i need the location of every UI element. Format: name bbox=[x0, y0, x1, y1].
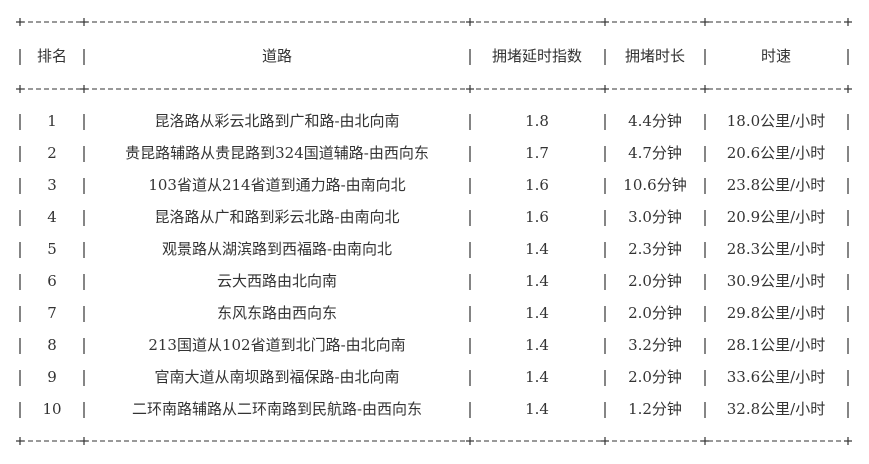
table-cell: 1.8 bbox=[525, 112, 549, 130]
table-cell: 5 bbox=[47, 240, 57, 258]
header-cell: 拥堵时长 bbox=[625, 47, 685, 65]
table-cell: 1.6 bbox=[525, 208, 549, 226]
table-cell: 30.9公里/小时 bbox=[727, 272, 825, 290]
table-cell: 20.9公里/小时 bbox=[727, 208, 825, 226]
table-cell: 3.2分钟 bbox=[628, 336, 682, 354]
table-cell: 4.4分钟 bbox=[628, 112, 682, 130]
table-cell: 6 bbox=[47, 272, 57, 290]
table-cell: 4 bbox=[47, 208, 57, 226]
table-cell: 1.4 bbox=[525, 400, 549, 418]
table-cell: 32.8公里/小时 bbox=[727, 400, 825, 418]
table-cell: 29.8公里/小时 bbox=[727, 304, 825, 322]
table-cell: 33.6公里/小时 bbox=[727, 368, 825, 386]
table-cell: 7 bbox=[47, 304, 57, 322]
table-cell: 213国道从102省道到北门路-由北向南 bbox=[148, 336, 405, 354]
table-cell: 8 bbox=[47, 336, 57, 354]
table-cell: 9 bbox=[47, 368, 57, 386]
header-cell: 拥堵延时指数 bbox=[492, 47, 582, 65]
table-cell: 1.4 bbox=[525, 368, 549, 386]
table-cell: 1.2分钟 bbox=[628, 400, 682, 418]
header-cell: 排名 bbox=[37, 47, 67, 65]
table-cell: 28.3公里/小时 bbox=[727, 240, 825, 258]
table-cell: 2.0分钟 bbox=[628, 272, 682, 290]
table-cell: 10.6分钟 bbox=[623, 176, 686, 194]
table-cell: 1.4 bbox=[525, 336, 549, 354]
table-cell: 23.8公里/小时 bbox=[727, 176, 825, 194]
table-cell: 3 bbox=[47, 176, 57, 194]
table-cell: 贵昆路辅路从贵昆路到324国道辅路-由西向东 bbox=[125, 144, 429, 162]
table-cell: 1.7 bbox=[525, 144, 549, 162]
table-cell: 昆洛路从广和路到彩云北路-由南向北 bbox=[154, 208, 399, 226]
table-cell: 103省道从214省道到通力路-由南向北 bbox=[148, 176, 405, 194]
table-cell: 昆洛路从彩云北路到广和路-由北向南 bbox=[154, 112, 399, 130]
table-cell: 28.1公里/小时 bbox=[727, 336, 825, 354]
table-cell: 东风东路由西向东 bbox=[217, 304, 337, 322]
table-cell: 1.6 bbox=[525, 176, 549, 194]
table-cell: 1 bbox=[47, 112, 57, 130]
table-cell: 18.0公里/小时 bbox=[727, 112, 825, 130]
table-cell: 观景路从湖滨路到西福路-由南向北 bbox=[162, 240, 392, 258]
table-cell: 官南大道从南坝路到福保路-由北向南 bbox=[154, 368, 399, 386]
table-cell: 2.0分钟 bbox=[628, 368, 682, 386]
table-cell: 1.4 bbox=[525, 272, 549, 290]
table-cell: 1.4 bbox=[525, 240, 549, 258]
table-cell: 1.4 bbox=[525, 304, 549, 322]
table-cell: 4.7分钟 bbox=[628, 144, 682, 162]
header-cell: 道路 bbox=[262, 47, 292, 65]
table-cell: 10 bbox=[42, 400, 61, 418]
header-cell: 时速 bbox=[761, 47, 791, 65]
table-cell: 2.0分钟 bbox=[628, 304, 682, 322]
table-cell: 3.0分钟 bbox=[628, 208, 682, 226]
table-cell: 2 bbox=[47, 144, 57, 162]
table-cell: 二环南路辅路从二环南路到民航路-由西向东 bbox=[132, 400, 422, 418]
table-cell: 20.6公里/小时 bbox=[727, 144, 825, 162]
table-cell: 云大西路由北向南 bbox=[217, 272, 337, 290]
table-cell: 2.3分钟 bbox=[628, 240, 682, 258]
